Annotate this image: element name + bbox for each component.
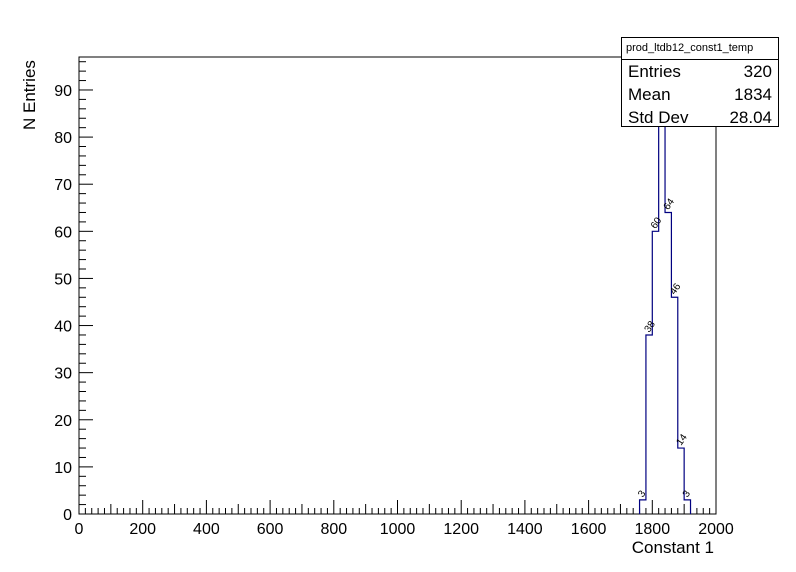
x-tick-label: 1000 [380, 521, 416, 538]
stats-value: 1834 [734, 85, 772, 104]
y-tick-label: 20 [54, 413, 72, 430]
y-tick-label: 0 [63, 507, 72, 524]
histogram-bin [646, 335, 652, 514]
x-tick-label: 1800 [635, 521, 671, 538]
y-axis-label: N Entries [20, 60, 39, 130]
x-tick-label: 1200 [443, 521, 479, 538]
x-axis-label: Constant 1 [631, 538, 714, 557]
histogram-bin [678, 448, 684, 514]
y-tick-label: 80 [54, 130, 72, 147]
y-tick-label: 40 [54, 319, 72, 336]
x-tick-label: 2000 [698, 521, 734, 538]
x-tick-label: 200 [129, 521, 156, 538]
stats-label: Std Dev [628, 108, 689, 127]
x-tick-label: 400 [193, 521, 220, 538]
histogram-bin [652, 231, 658, 514]
y-tick-label: 50 [54, 271, 72, 288]
y-tick-label: 10 [54, 460, 72, 477]
histogram-bars [638, 65, 692, 514]
bin-value-label: 3 [636, 488, 648, 499]
stats-row-entries: Entries 320 [622, 60, 778, 83]
histogram-bin [684, 500, 690, 514]
stats-label: Mean [628, 85, 671, 104]
y-tick-label: 30 [54, 366, 72, 383]
x-tick-label: 600 [257, 521, 284, 538]
stats-label: Entries [628, 62, 681, 81]
bin-value-label: 3 [681, 488, 693, 499]
histogram-bin [671, 297, 677, 514]
x-tick-label: 800 [320, 521, 347, 538]
y-tick-label: 90 [54, 83, 72, 100]
histogram-bin [640, 500, 646, 514]
x-tick-label: 0 [75, 521, 84, 538]
stats-box: prod_ltdb12_const1_temp Entries 320 Mean… [621, 37, 779, 127]
x-tick-label: 1600 [571, 521, 607, 538]
stats-value: 320 [743, 62, 772, 81]
stats-row-stddev: Std Dev 28.04 [622, 106, 778, 129]
stats-row-mean: Mean 1834 [622, 83, 778, 106]
axes: 0 200 400 600 800 1000 1200 1400 1600 1800 2000 0 10… [54, 61, 734, 538]
y-tick-label: 70 [54, 177, 72, 194]
x-tick-label: 1400 [507, 521, 543, 538]
stats-value: 28.04 [729, 108, 772, 127]
y-tick-label: 60 [54, 224, 72, 241]
histogram-bin [659, 66, 665, 514]
histogram-outline [638, 65, 692, 514]
histogram-bin [665, 212, 671, 514]
stats-title: prod_ltdb12_const1_temp [622, 38, 778, 60]
